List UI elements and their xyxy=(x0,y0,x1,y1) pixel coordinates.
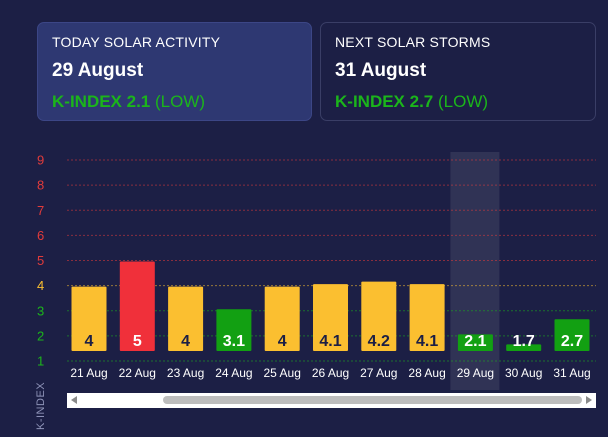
y-tick-label: 2 xyxy=(37,328,44,343)
x-tick-label: 24 Aug xyxy=(215,366,252,380)
bar xyxy=(168,286,204,351)
x-tick-label: 30 Aug xyxy=(505,366,542,380)
scroll-left-arrow-icon[interactable] xyxy=(71,396,77,404)
x-tick-label: 26 Aug xyxy=(312,366,349,380)
x-tick-label: 22 Aug xyxy=(119,366,156,380)
y-axis-title: K-INDEX xyxy=(35,381,47,430)
y-tick-label: 1 xyxy=(37,354,44,369)
bar xyxy=(457,334,493,351)
bar-value-label: 2.7 xyxy=(561,333,583,350)
bar xyxy=(216,309,252,351)
bar-value-label: 4 xyxy=(85,333,94,350)
card-title: NEXT SOLAR STORMS xyxy=(335,34,491,50)
bar-value-label: 4.1 xyxy=(319,333,341,350)
bar-value-label: 2.1 xyxy=(464,333,486,350)
chart-scrollbar[interactable] xyxy=(67,393,596,408)
bar xyxy=(409,284,445,351)
bar-value-label: 3.1 xyxy=(223,333,245,350)
x-tick-label: 29 Aug xyxy=(457,366,494,380)
card-title: TODAY SOLAR ACTIVITY xyxy=(52,34,221,50)
card-date: 31 August xyxy=(335,60,427,81)
today-activity-card: TODAY SOLAR ACTIVITY 29 August K-INDEX 2… xyxy=(37,22,312,121)
bar-value-label: 4.2 xyxy=(368,333,390,350)
kindex-level: (LOW) xyxy=(154,92,206,111)
bar-value-label: 4.1 xyxy=(416,333,438,350)
bar-value-label: 1.7 xyxy=(513,333,535,350)
kindex-value: K-INDEX 2.7 xyxy=(335,92,434,111)
y-tick-label: 9 xyxy=(37,153,44,168)
card-kindex-line: K-INDEX 2.7 (LOW) xyxy=(335,92,581,112)
y-tick-label: 4 xyxy=(37,278,44,293)
bar xyxy=(264,286,300,351)
y-tick-label: 7 xyxy=(37,203,44,218)
x-tick-label: 21 Aug xyxy=(70,366,107,380)
scroll-thumb[interactable] xyxy=(163,396,582,404)
bar xyxy=(119,261,155,351)
bar-value-label: 5 xyxy=(133,333,142,350)
y-tick-label: 6 xyxy=(37,228,44,243)
kindex-bar-chart: 1 2 3 4 5 6 7 8 9 4 21 Aug 5 22 Aug 4 23 Aug 3.1 24 Aug 4… xyxy=(37,152,596,390)
bar xyxy=(506,344,542,351)
bar xyxy=(71,286,107,351)
y-tick-label: 8 xyxy=(37,178,44,193)
card-date: 29 August xyxy=(52,60,144,81)
bar-value-label: 4 xyxy=(278,333,287,350)
bar xyxy=(313,284,348,351)
x-tick-label: 25 Aug xyxy=(264,366,301,380)
next-storms-card: NEXT SOLAR STORMS 31 August K-INDEX 2.7 … xyxy=(320,22,596,121)
card-kindex-line: K-INDEX 2.1 (LOW) xyxy=(52,92,297,112)
y-tick-label: 3 xyxy=(37,303,44,318)
bar xyxy=(554,319,590,351)
bar-value-label: 4 xyxy=(181,333,190,350)
bar xyxy=(361,281,397,351)
kindex-level: (LOW) xyxy=(437,92,489,111)
x-tick-label: 28 Aug xyxy=(408,366,445,380)
highlight-column xyxy=(450,152,500,390)
scroll-right-arrow-icon[interactable] xyxy=(586,396,592,404)
x-tick-label: 23 Aug xyxy=(167,366,204,380)
y-tick-label: 5 xyxy=(37,253,44,268)
x-tick-label: 31 Aug xyxy=(553,366,590,380)
kindex-value: K-INDEX 2.1 xyxy=(52,92,151,111)
x-tick-label: 27 Aug xyxy=(360,366,397,380)
